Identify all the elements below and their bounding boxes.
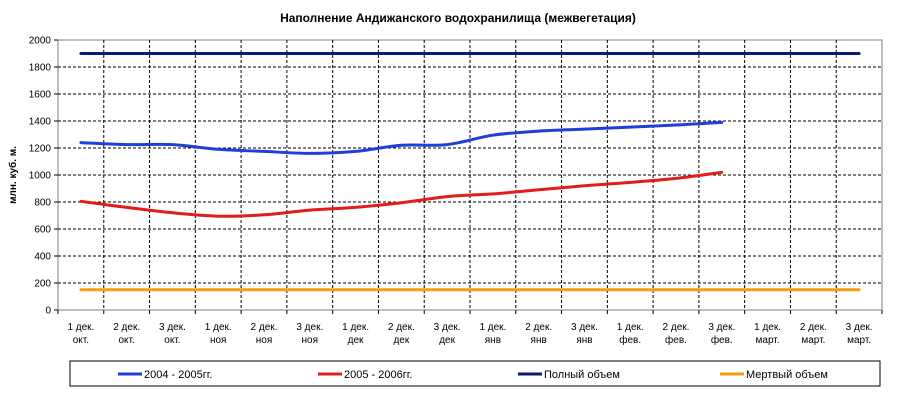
x-tick-label: 3 дек. март. [846,322,873,346]
x-tick-label: 1 дек. дек [342,322,369,346]
x-axis: 1 дек. окт. 2 дек. окт. 3 дек. окт. 1 дек. ноя 2… [57,310,883,346]
legend-item-2004-2005: 2004 - 2005гг. [118,369,212,381]
y-tick-label: 2000 [29,36,52,47]
y-tick-label: 600 [34,225,51,236]
legend-item-2005-2006: 2005 - 2006гг. [318,369,412,381]
x-tick-label: 2 дек. фев. [663,322,690,346]
x-tick-label: 3 дек. янв [571,322,598,346]
x-tick-label: 1 дек. фев. [617,322,644,346]
x-tick-label: 3 дек. дек [434,322,461,346]
x-tick-label: 1 дек. ноя [205,322,232,346]
y-tick-label: 1200 [29,144,52,155]
y-tick-label: 800 [34,198,51,209]
x-tick-label: 3 дек. окт. [159,322,186,346]
y-tick-label: 400 [34,252,51,263]
x-tick-label: 2 дек. ноя [251,322,278,346]
legend-label: Полный объем [544,369,620,381]
series-lines [79,52,861,292]
x-tick-label: 2 дек. окт. [113,322,140,346]
y-tick-label: 1600 [29,90,52,101]
chart-title: Наполнение Андижанского водохранилища (м… [280,11,636,25]
x-tick-label: 1 дек. окт. [67,322,94,346]
legend-item-dead-volume: Мертвый объем [720,369,828,381]
x-tick-label: 3 дек. ноя [296,322,323,346]
x-tick-label: 2 дек. янв [525,322,552,346]
gridlines [58,40,882,310]
y-tick-label: 0 [45,306,51,317]
series-line-2005-2006 [79,170,724,218]
series-line-2004-2005 [79,120,724,155]
x-tick-label: 3 дек. фев. [708,322,735,346]
y-tick-label: 1800 [29,63,52,74]
x-tick-label: 1 дек. март. [754,322,781,346]
legend-item-full-volume: Полный объем [518,369,620,381]
legend-label: 2004 - 2005гг. [144,369,212,381]
y-axis: 0 200 400 600 800 1000 1200 1400 1600 1800 2000 [29,36,58,317]
legend-items: 2004 - 2005гг. 2005 - 2006гг. Полный объем… [118,369,828,381]
legend-label: Мертвый объем [746,369,828,381]
x-tick-label: 2 дек. дек [388,322,415,346]
x-tick-label: 2 дек. март. [800,322,827,346]
legend [69,360,881,387]
y-tick-label: 1000 [29,171,52,182]
y-tick-label: 200 [34,279,51,290]
y-tick-label: 1400 [29,117,52,128]
x-tick-label: 1 дек. янв [479,322,506,346]
legend-label: 2005 - 2006гг. [344,369,412,381]
y-axis-label: млн. куб. м. [7,146,19,204]
